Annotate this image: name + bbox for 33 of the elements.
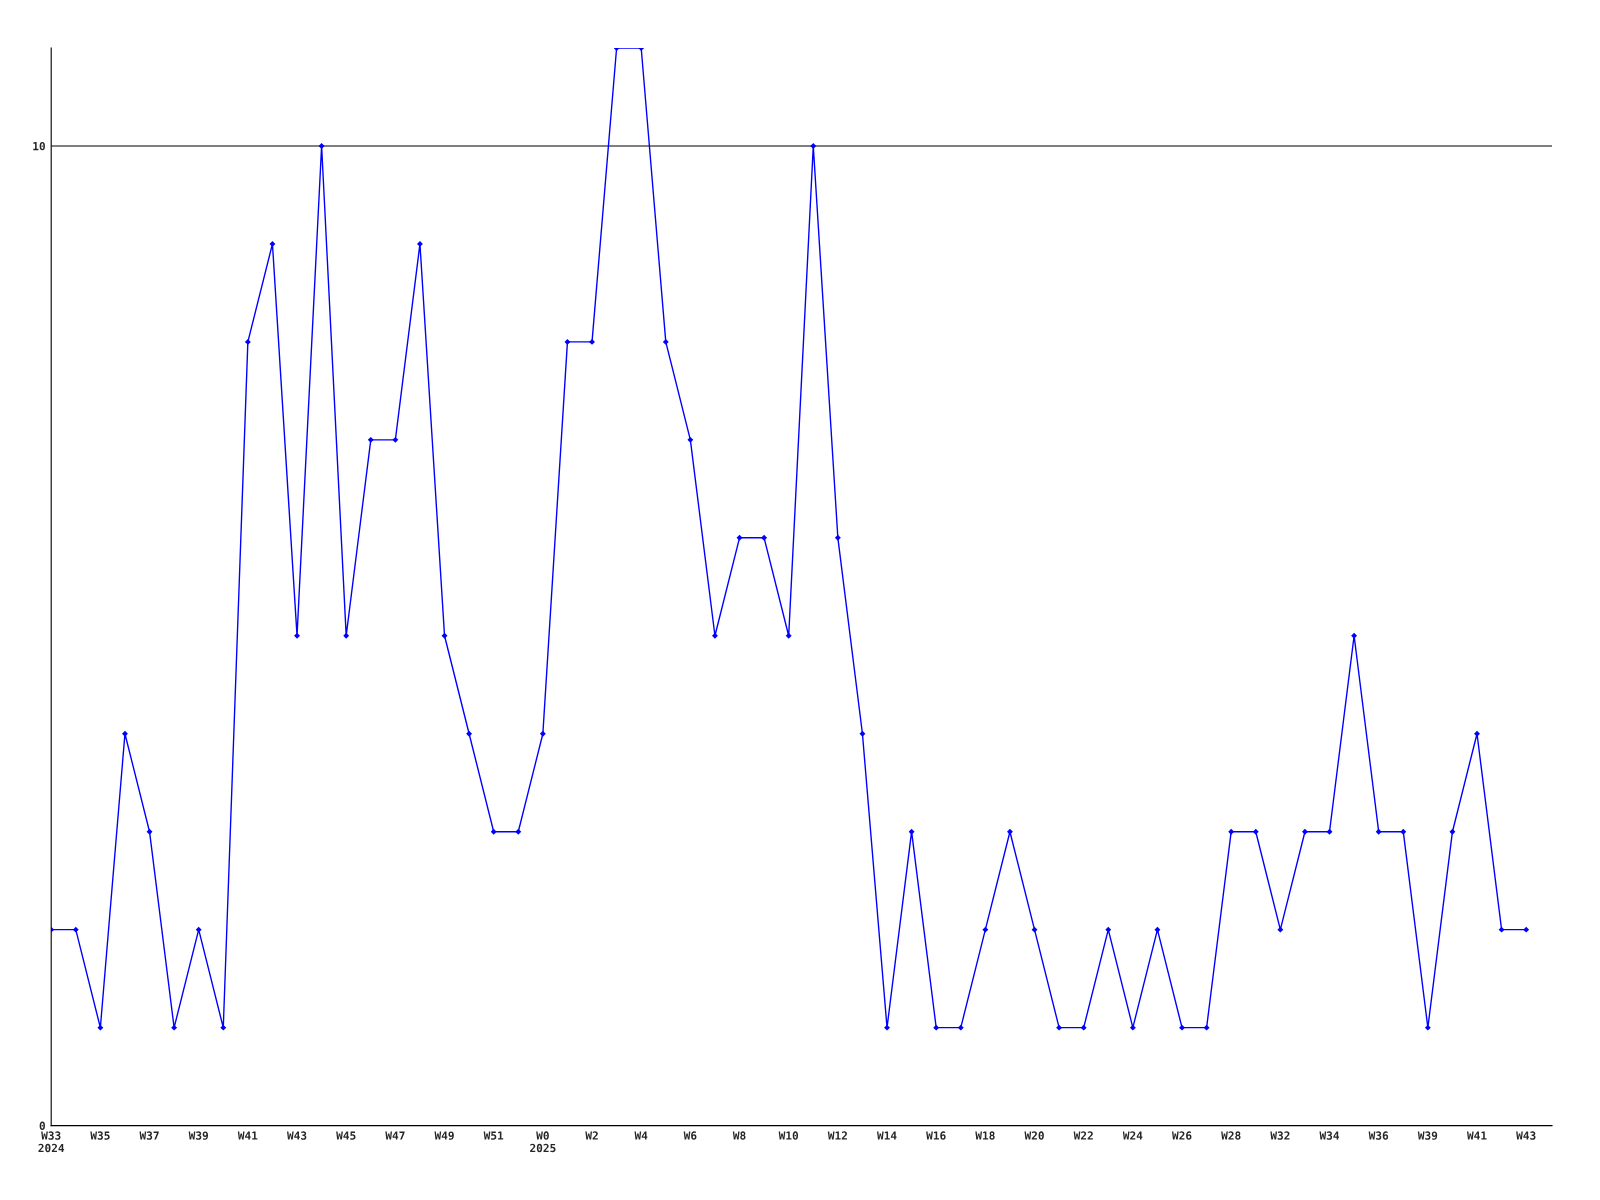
x-tick-label: W39 bbox=[188, 1131, 209, 1140]
x-tick-label: W14 bbox=[876, 1131, 897, 1140]
x-tick-label: W6 bbox=[683, 1131, 697, 1140]
x-tick-label: W28 bbox=[1221, 1131, 1241, 1140]
x-tick-label: W8 bbox=[732, 1131, 746, 1140]
x-tick-label: W49 bbox=[434, 1131, 454, 1140]
x-tick-label: W4 bbox=[634, 1131, 648, 1140]
x-tick-label: W2 bbox=[585, 1131, 598, 1140]
x-tick-label: W22 bbox=[1073, 1131, 1093, 1140]
x-tick-label: W34 bbox=[1319, 1131, 1340, 1140]
x-tick-label: W39 bbox=[1417, 1131, 1438, 1140]
x-tick-label: W26 bbox=[1171, 1131, 1192, 1140]
x-tick-label: W0 2025 bbox=[530, 1131, 556, 1153]
x-tick-label: W41 bbox=[237, 1131, 258, 1140]
x-tick-label: W18 bbox=[975, 1131, 995, 1140]
x-tick-label: W35 bbox=[90, 1131, 110, 1140]
y-tick-label: 0 bbox=[39, 1121, 45, 1130]
x-tick-label: W41 bbox=[1466, 1131, 1487, 1140]
x-tick-label: W51 bbox=[483, 1131, 504, 1140]
x-tick-label: W20 bbox=[1024, 1131, 1044, 1140]
x-tick-label: W43 bbox=[1516, 1131, 1536, 1140]
x-tick-label: W47 bbox=[385, 1131, 405, 1140]
x-tick-label: W16 bbox=[926, 1131, 946, 1140]
x-tick-label: W43 bbox=[287, 1131, 307, 1140]
x-tick-label: W10 bbox=[778, 1131, 799, 1140]
x-tick-label: W33 2024 bbox=[38, 1131, 65, 1153]
x-tick-label: W45 bbox=[336, 1131, 356, 1140]
x-tick-label: W37 bbox=[139, 1131, 159, 1140]
y-tick-label: 10 bbox=[33, 141, 45, 151]
x-tick-label: W32 bbox=[1270, 1131, 1290, 1140]
x-tick-label: W12 bbox=[827, 1131, 847, 1140]
x-tick-label: W36 bbox=[1368, 1131, 1389, 1140]
x-tick-label: W24 bbox=[1122, 1131, 1143, 1140]
